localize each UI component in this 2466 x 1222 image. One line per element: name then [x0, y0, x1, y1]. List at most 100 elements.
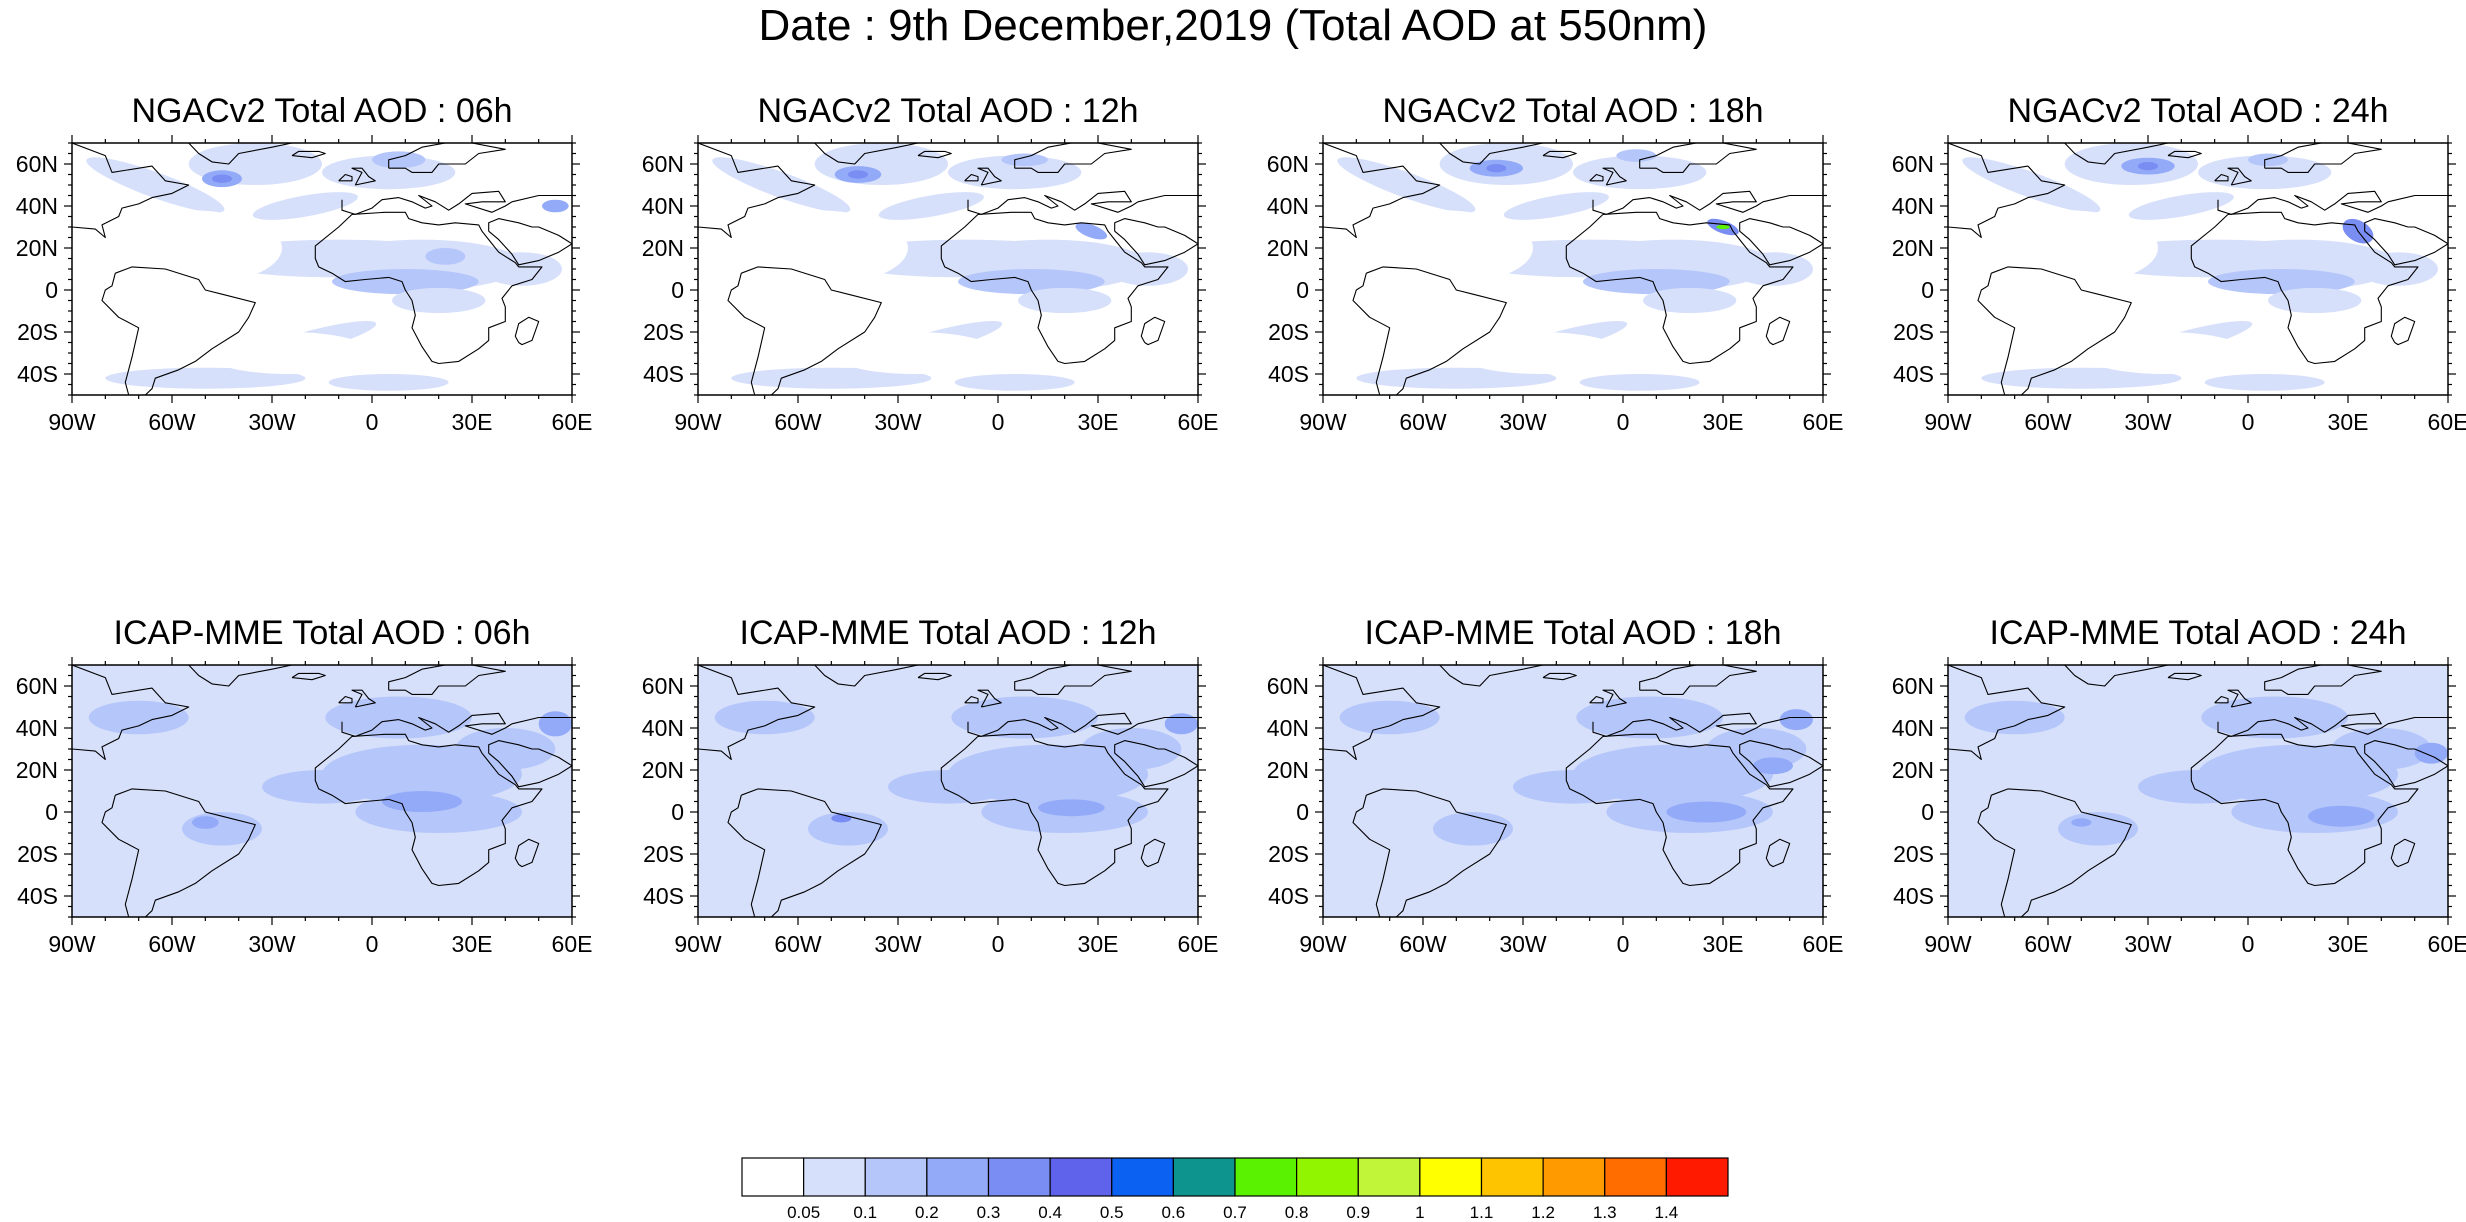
coastline-nordic: [2264, 665, 2382, 695]
aod-contour-region: [182, 812, 262, 846]
low-aod-patch: [1346, 210, 1533, 286]
aod-contour-region: [814, 143, 948, 185]
aod-contour-region: [2138, 161, 2158, 171]
coastline-arabia: [2364, 740, 2448, 788]
lat-label: 0: [45, 799, 58, 825]
lat-label: 40S: [643, 361, 684, 387]
colorbar-label: 1: [1415, 1203, 1425, 1222]
colorbar-box: [1419, 1157, 1483, 1197]
lon-label: 30W: [248, 931, 296, 957]
coastline-iceland: [917, 672, 952, 681]
aod-map-ngacv2-18h: [1315, 135, 1831, 403]
coastline-ireland: [2214, 173, 2229, 182]
lat-label: 0: [1296, 277, 1309, 303]
coastline-namerica: [72, 143, 190, 239]
coastline-europe: [341, 712, 572, 737]
coastline-arabia: [488, 740, 572, 788]
aod-map-icap-mme-06h: [64, 657, 580, 925]
aod-contour-region: [2128, 192, 2234, 220]
lat-label: 40N: [15, 715, 58, 741]
coastline-namerica: [698, 665, 816, 761]
lon-label: 60E: [551, 931, 593, 957]
aod-map-ngacv2-24h: [1940, 135, 2456, 403]
lat-label: 0: [1921, 277, 1934, 303]
coastline-iceland: [917, 150, 952, 159]
coastline-nordic: [388, 143, 506, 173]
colorbar-box: [1357, 1157, 1421, 1197]
coastline-arabia: [1114, 218, 1198, 266]
colorbar-box: [864, 1157, 928, 1197]
aod-contour-region: [1779, 709, 1813, 731]
coastline-namerica: [1948, 143, 2066, 239]
lon-label: 30W: [874, 931, 922, 957]
aod-contour-region: [538, 711, 572, 737]
low-aod-patch: [95, 210, 282, 286]
lon-label: 60E: [1802, 409, 1844, 435]
lat-label: 0: [1921, 799, 1934, 825]
aod-contour-region: [382, 791, 462, 812]
colorbar-box: [803, 1157, 866, 1197]
aod-contour-region: [2358, 252, 2438, 286]
colorbar-box: [987, 1157, 1051, 1197]
panel-title: ICAP-MME Total AOD : 24h: [1989, 614, 2407, 652]
lon-label: 60E: [2427, 409, 2466, 435]
coastline-britain: [977, 167, 1002, 186]
lat-label: 60N: [15, 673, 58, 699]
coastline-nordic: [2264, 143, 2382, 173]
lat-label: 40N: [1266, 715, 1309, 741]
panel-title: ICAP-MME Total AOD : 18h: [1364, 614, 1782, 652]
coastline-samerica: [1352, 266, 1507, 395]
lat-label: 40S: [1893, 361, 1934, 387]
coastline-ireland: [964, 173, 979, 182]
coastline-ireland: [964, 695, 979, 704]
coastline-samerica: [1977, 788, 2132, 917]
aod-contour-region: [192, 816, 219, 829]
lat-label: 20S: [1893, 319, 1934, 345]
aod-colorbar: [741, 1157, 1729, 1197]
aod-contour-region: [425, 248, 466, 265]
aod-contour-region: [948, 155, 1082, 190]
lat-label: 40S: [1893, 883, 1934, 909]
lon-label: 0: [1616, 409, 1630, 435]
coastline-britain: [2227, 167, 2252, 186]
lon-label: 30W: [2124, 409, 2172, 435]
lon-label: 30E: [1702, 409, 1744, 435]
lon-label: 90W: [1299, 931, 1347, 957]
aod-contour-region: [958, 269, 1105, 295]
aod-contour-region: [831, 814, 852, 823]
aod-contour-region: [252, 192, 358, 220]
aod-contour-region: [1513, 770, 1633, 804]
coastline-europe: [341, 190, 572, 215]
colorbar-label: 1.1: [1469, 1203, 1494, 1222]
lon-label: 0: [2241, 931, 2255, 957]
coastline-greenland: [1439, 665, 1544, 687]
lon-label: 60W: [1399, 409, 1447, 435]
aod-contour-region: [372, 151, 426, 169]
lat-label: 0: [671, 277, 684, 303]
coastline-greenland: [814, 143, 919, 165]
aod-contour-region: [1339, 883, 1773, 917]
aod-contour-region: [2071, 818, 2092, 827]
lon-label: 90W: [1299, 409, 1347, 435]
lat-label: 20N: [1266, 757, 1309, 783]
coastline-iceland: [291, 150, 326, 159]
aod-contour-region: [105, 367, 306, 389]
coastline-iceland: [1542, 672, 1577, 681]
lat-label: 40N: [641, 193, 684, 219]
lon-label: 30E: [2327, 409, 2369, 435]
aod-contour-region: [1001, 153, 1048, 167]
lon-label: 90W: [1924, 409, 1972, 435]
coastline-africa: [940, 211, 1169, 365]
lat-label: 20N: [1891, 757, 1934, 783]
aod-contour-region: [1753, 757, 1793, 775]
lat-label: 60N: [641, 673, 684, 699]
coastline-namerica: [698, 143, 816, 239]
coastline-africa: [2190, 211, 2419, 365]
lat-label: 20N: [1891, 235, 1934, 261]
coastline-europe: [967, 190, 1198, 215]
lon-label: 90W: [674, 409, 722, 435]
colorbar-box: [1049, 1157, 1113, 1197]
lon-label: 60W: [1399, 931, 1447, 957]
aod-contour-region: [1356, 367, 1557, 389]
colorbar-label: 0.9: [1346, 1203, 1371, 1222]
